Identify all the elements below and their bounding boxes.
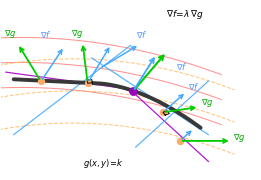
- Point: [131, 90, 135, 93]
- Text: $\nabla f\!=\!\lambda\,\nabla g$: $\nabla f\!=\!\lambda\,\nabla g$: [165, 8, 203, 21]
- Point: [86, 82, 90, 85]
- Text: $\nabla g$: $\nabla g$: [201, 97, 213, 109]
- Text: $\nabla g$: $\nabla g$: [233, 132, 246, 144]
- Text: $\nabla f$: $\nabla f$: [136, 30, 148, 40]
- Text: $\nabla g$: $\nabla g$: [71, 28, 84, 40]
- Point: [161, 111, 165, 114]
- Point: [178, 140, 182, 142]
- Text: $\nabla f$: $\nabla f$: [176, 62, 188, 72]
- Text: $\nabla f$: $\nabla f$: [188, 82, 199, 92]
- Text: $\nabla g$: $\nabla g$: [4, 28, 17, 40]
- Text: $g(x,y)\!=\!k$: $g(x,y)\!=\!k$: [83, 157, 124, 170]
- Text: $\nabla f$: $\nabla f$: [40, 30, 52, 40]
- Point: [39, 80, 43, 83]
